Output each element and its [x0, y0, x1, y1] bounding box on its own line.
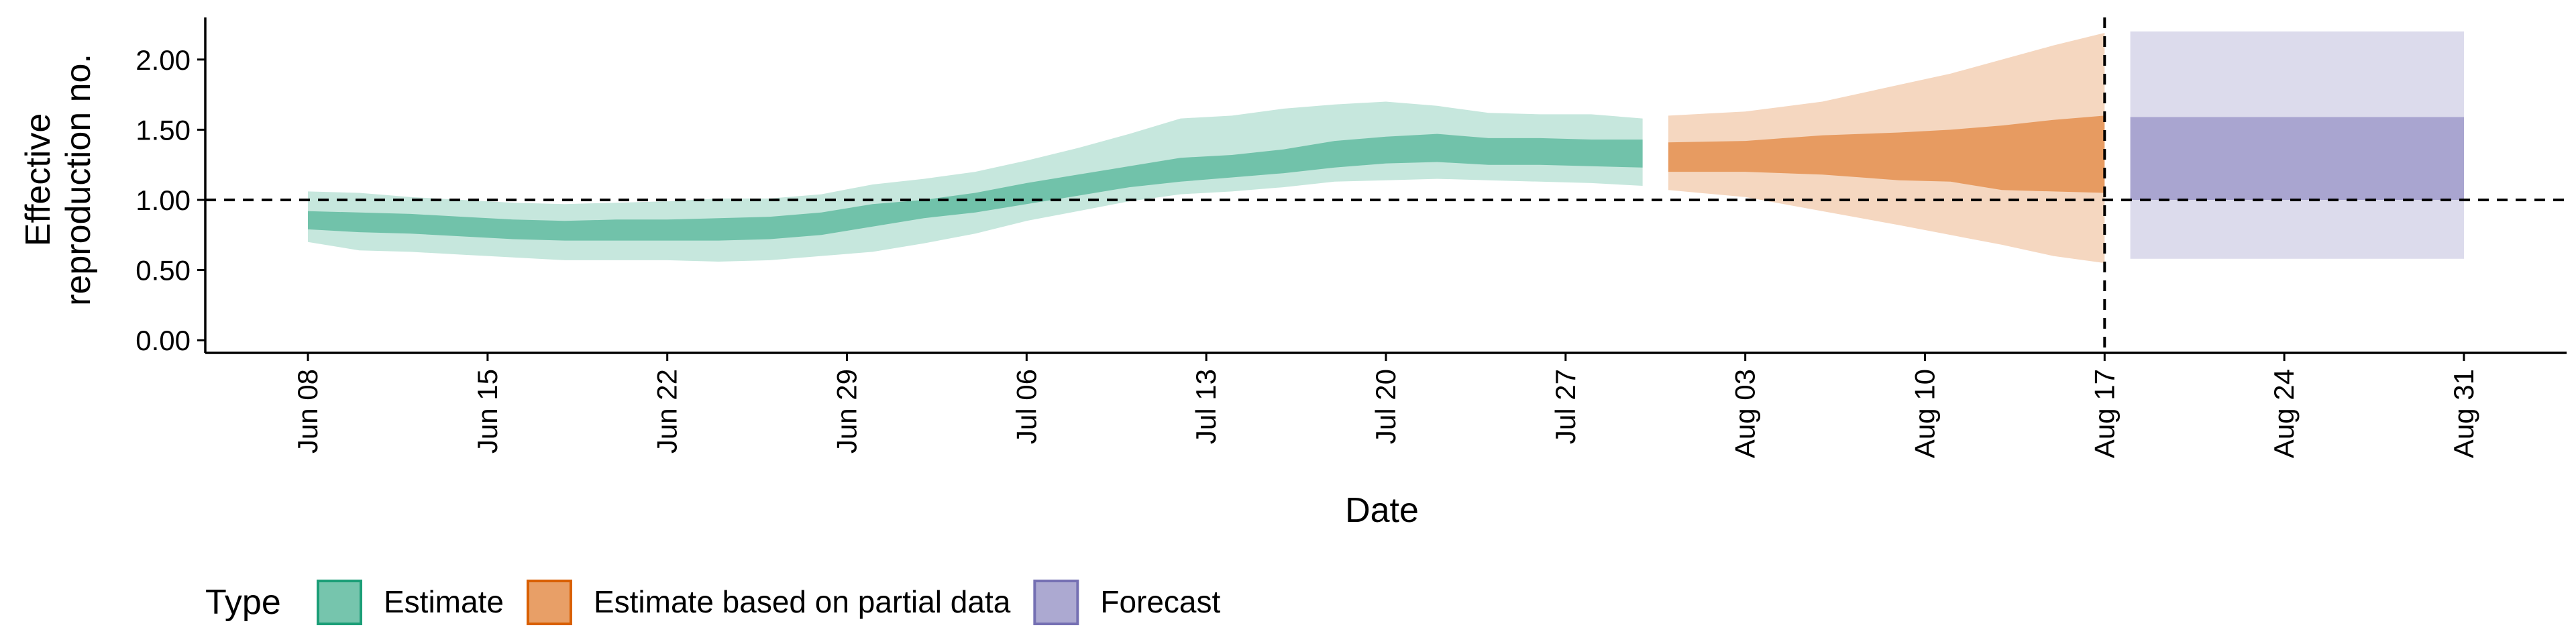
forecast-50pct-band — [2130, 117, 2464, 200]
legend-label-estimate: Estimate — [384, 584, 504, 619]
x-tick-label: Jun 15 — [472, 369, 503, 453]
x-tick-label: Aug 10 — [1909, 369, 1940, 458]
legend-label-forecast: Forecast — [1100, 584, 1220, 619]
legend-label-estimate-based-on-partial-data: Estimate based on partial data — [594, 584, 1011, 619]
x-tick-label: Aug 03 — [1729, 369, 1761, 458]
x-tick-label: Aug 24 — [2268, 369, 2300, 458]
x-tick-label: Aug 17 — [2088, 369, 2120, 458]
x-axis-title: Date — [1345, 491, 1419, 530]
estimate-based-on-partial-data-50pct-band — [1668, 115, 2105, 193]
x-tick-label: Jul 13 — [1190, 369, 1222, 444]
legend: Type Estimate Estimate based on partial da… — [205, 580, 1221, 625]
y-tick-label: 0.50 — [136, 255, 191, 286]
x-tick-label: Jul 06 — [1010, 369, 1042, 444]
y-tick-label: 0.00 — [136, 325, 191, 356]
uncertainty-bands — [308, 31, 2464, 264]
x-tick-label: Jul 27 — [1550, 369, 1581, 444]
x-tick-label: Jun 22 — [651, 369, 683, 453]
legend-key-forecast — [1033, 580, 1079, 625]
x-tick-label: Aug 31 — [2448, 369, 2479, 458]
y-tick-label: 1.50 — [136, 114, 191, 146]
y-axis-title-line-1: Effective — [19, 113, 58, 246]
x-tick-label: Jun 29 — [831, 369, 863, 453]
y-tick-label: 2.00 — [136, 44, 191, 76]
axes: 0.00 0.50 1.00 1.50 2.00 Jun 08 Jun 15 Jun 22 Ju… — [136, 17, 2567, 458]
x-tick-label: Jul 20 — [1370, 369, 1401, 444]
estimate-50pct-band — [308, 133, 1643, 241]
y-tick-label: 1.00 — [136, 184, 191, 216]
legend-key-estimate-based-on-partial-data — [526, 580, 572, 625]
x-tick-label: Jun 08 — [292, 369, 323, 453]
y-axis-title-line-2: reproduction no. — [59, 54, 98, 306]
legend-key-estimate — [317, 580, 362, 625]
legend-title: Type — [205, 583, 281, 622]
